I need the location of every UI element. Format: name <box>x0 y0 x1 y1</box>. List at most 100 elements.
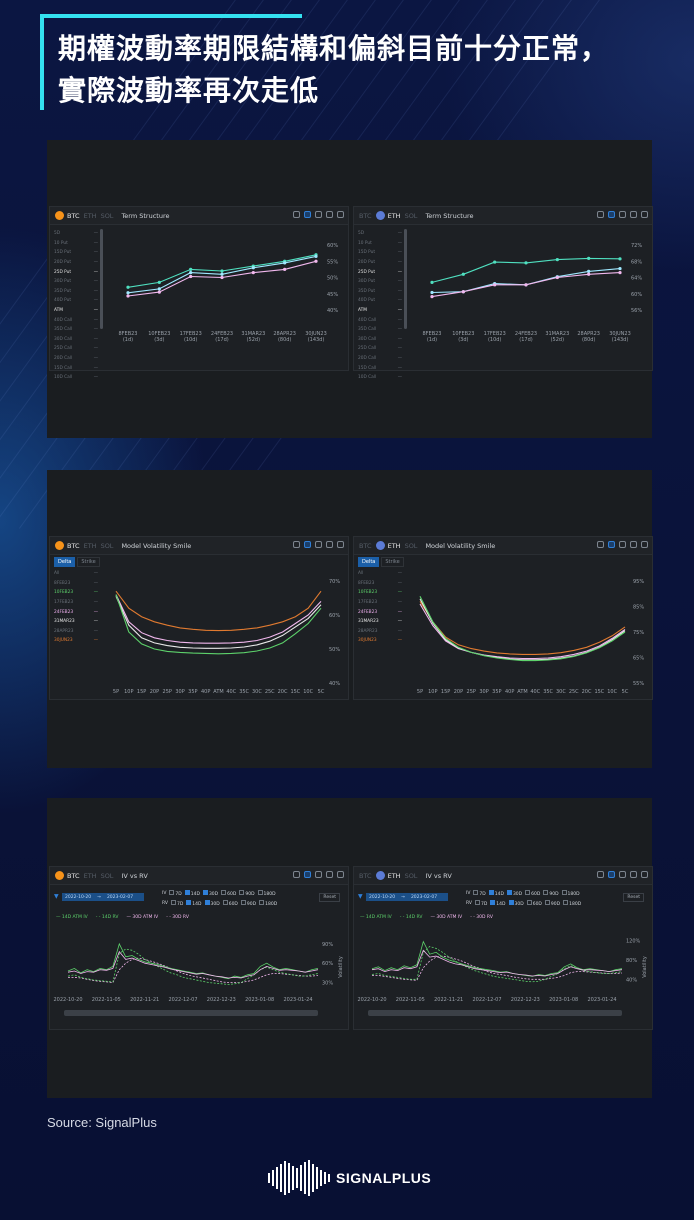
checkbox-box[interactable] <box>508 900 514 905</box>
reset-button[interactable]: Reset <box>319 893 340 902</box>
legend-item[interactable]: ATM — <box>358 306 404 316</box>
legend-item[interactable]: 5D — <box>358 229 404 239</box>
legend-item[interactable]: All — <box>54 569 100 579</box>
legend-item[interactable]: 31MAR23 — <box>54 617 100 627</box>
info-icon[interactable] <box>608 541 615 548</box>
ticker-tab-sol[interactable]: SOL <box>404 211 418 220</box>
legend-item[interactable]: 20D Call — <box>54 354 100 364</box>
legend-scrollbar[interactable] <box>404 229 407 329</box>
checkbox-box[interactable] <box>544 900 550 905</box>
legend-item[interactable]: 30JUN23 — <box>358 636 404 646</box>
tab-delta[interactable]: Delta <box>54 557 76 567</box>
info-icon[interactable] <box>608 211 615 218</box>
legend-item[interactable]: 30D Put — <box>358 277 404 287</box>
refresh-icon[interactable] <box>293 871 300 878</box>
legend-item[interactable]: 30D Call — <box>54 335 100 345</box>
legend-item[interactable]: - - 14D RV <box>399 915 423 920</box>
ticker-tab-sol[interactable]: SOL <box>100 871 114 880</box>
legend-item[interactable]: 17FEB23 — <box>54 598 100 608</box>
ticker-tab-btc[interactable]: BTC <box>67 211 80 220</box>
expand-icon[interactable] <box>630 211 637 218</box>
legend-item[interactable]: 31MAR23 — <box>358 617 404 627</box>
legend-item[interactable]: — 30D ATM IV <box>126 915 159 920</box>
legend-item[interactable]: 40D Put — <box>54 296 100 306</box>
legend-item[interactable]: 10FEB23 — <box>54 588 100 598</box>
legend-item[interactable]: 20D Call — <box>358 354 404 364</box>
checkbox-box[interactable] <box>525 890 531 895</box>
period-checkbox[interactable]: 90D <box>543 890 559 897</box>
ticker-tab-eth[interactable]: ETH <box>83 211 97 220</box>
period-checkbox[interactable]: 14D <box>488 890 504 897</box>
copy-icon[interactable] <box>315 541 322 548</box>
checkbox-box[interactable] <box>184 890 190 895</box>
checkbox-box[interactable] <box>221 890 227 895</box>
checkbox-box[interactable] <box>490 900 496 905</box>
date-range-picker[interactable]: 2022-10-20 → 2023-02-07 <box>366 893 448 901</box>
legend-item[interactable]: 25D Put — <box>54 267 100 277</box>
timeline-scrollbar[interactable] <box>368 1010 622 1016</box>
checkbox-box[interactable] <box>526 900 532 905</box>
checkbox-box[interactable] <box>473 890 479 895</box>
legend-scrollbar[interactable] <box>100 229 103 329</box>
legend-item[interactable]: 30JUN23 — <box>54 636 100 646</box>
legend-item[interactable]: 5D — <box>54 229 100 239</box>
period-checkbox[interactable]: 30D <box>508 900 524 907</box>
refresh-icon[interactable] <box>597 211 604 218</box>
checkbox-box[interactable] <box>169 890 175 895</box>
period-checkbox[interactable]: 14D <box>186 900 202 907</box>
period-checkbox[interactable]: 14D <box>184 890 200 897</box>
legend-item[interactable]: 28APR23 — <box>54 627 100 637</box>
legend-item[interactable]: 15D Put — <box>54 248 100 258</box>
expand-icon[interactable] <box>326 541 333 548</box>
copy-icon[interactable] <box>619 211 626 218</box>
legend-item[interactable]: 17FEB23 — <box>358 598 404 608</box>
legend-item[interactable]: 25D Call — <box>358 344 404 354</box>
period-checkbox[interactable]: 7D <box>169 890 182 897</box>
checkbox-box[interactable] <box>259 900 265 905</box>
ticker-tab-sol[interactable]: SOL <box>100 211 114 220</box>
period-checkbox[interactable]: 60D <box>525 890 540 897</box>
copy-icon[interactable] <box>619 871 626 878</box>
legend-item[interactable]: 15D Put — <box>358 248 404 258</box>
legend-item[interactable]: — 14D ATM IV <box>360 915 392 920</box>
checkbox-box[interactable] <box>240 900 246 905</box>
legend-item[interactable]: 24FEB23 — <box>358 607 404 617</box>
tab-strike[interactable]: Strike <box>77 557 100 567</box>
copy-icon[interactable] <box>315 871 322 878</box>
legend-item[interactable]: - - 30D RV <box>166 915 189 920</box>
period-checkbox[interactable]: 7D <box>170 900 183 907</box>
period-checkbox[interactable]: 90D <box>239 890 255 897</box>
legend-item[interactable]: 40D Call — <box>54 315 100 325</box>
legend-item[interactable]: 10FEB23 — <box>358 588 404 598</box>
filter-icon[interactable]: ▼ <box>358 893 363 900</box>
legend-item[interactable]: 24FEB23 — <box>54 607 100 617</box>
period-checkbox[interactable]: 90D <box>544 900 560 907</box>
close-icon[interactable] <box>641 541 648 548</box>
legend-item[interactable]: 10D Call — <box>54 373 100 383</box>
legend-item[interactable]: - - 14D RV <box>95 915 119 920</box>
checkbox-box[interactable] <box>222 900 228 905</box>
legend-item[interactable]: 10 Put — <box>358 239 404 249</box>
ticker-tab-btc[interactable]: BTC <box>359 211 372 220</box>
tab-strike[interactable]: Strike <box>381 557 404 567</box>
legend-item[interactable]: — 14D ATM IV <box>56 915 88 920</box>
checkbox-box[interactable] <box>257 890 263 895</box>
close-icon[interactable] <box>641 211 648 218</box>
expand-icon[interactable] <box>630 871 637 878</box>
close-icon[interactable] <box>337 541 344 548</box>
period-checkbox[interactable]: 14D <box>490 900 506 907</box>
ticker-tab-sol[interactable]: SOL <box>404 871 418 880</box>
ticker-tab-eth[interactable]: ETH <box>387 211 401 220</box>
checkbox-box[interactable] <box>186 900 192 905</box>
tab-delta[interactable]: Delta <box>358 557 380 567</box>
period-checkbox[interactable]: 60D <box>526 900 542 907</box>
period-checkbox[interactable]: 180D <box>563 900 581 907</box>
checkbox-box[interactable] <box>202 890 208 895</box>
legend-item[interactable]: 8FEB23 — <box>54 579 100 589</box>
copy-icon[interactable] <box>315 211 322 218</box>
legend-item[interactable]: 35D Put — <box>358 287 404 297</box>
date-range-picker[interactable]: 2022-10-20 → 2023-02-07 <box>62 893 144 901</box>
legend-item[interactable]: ATM — <box>54 306 100 316</box>
ticker-tab-btc[interactable]: BTC <box>67 541 80 550</box>
ticker-tab-eth[interactable]: ETH <box>83 871 97 880</box>
